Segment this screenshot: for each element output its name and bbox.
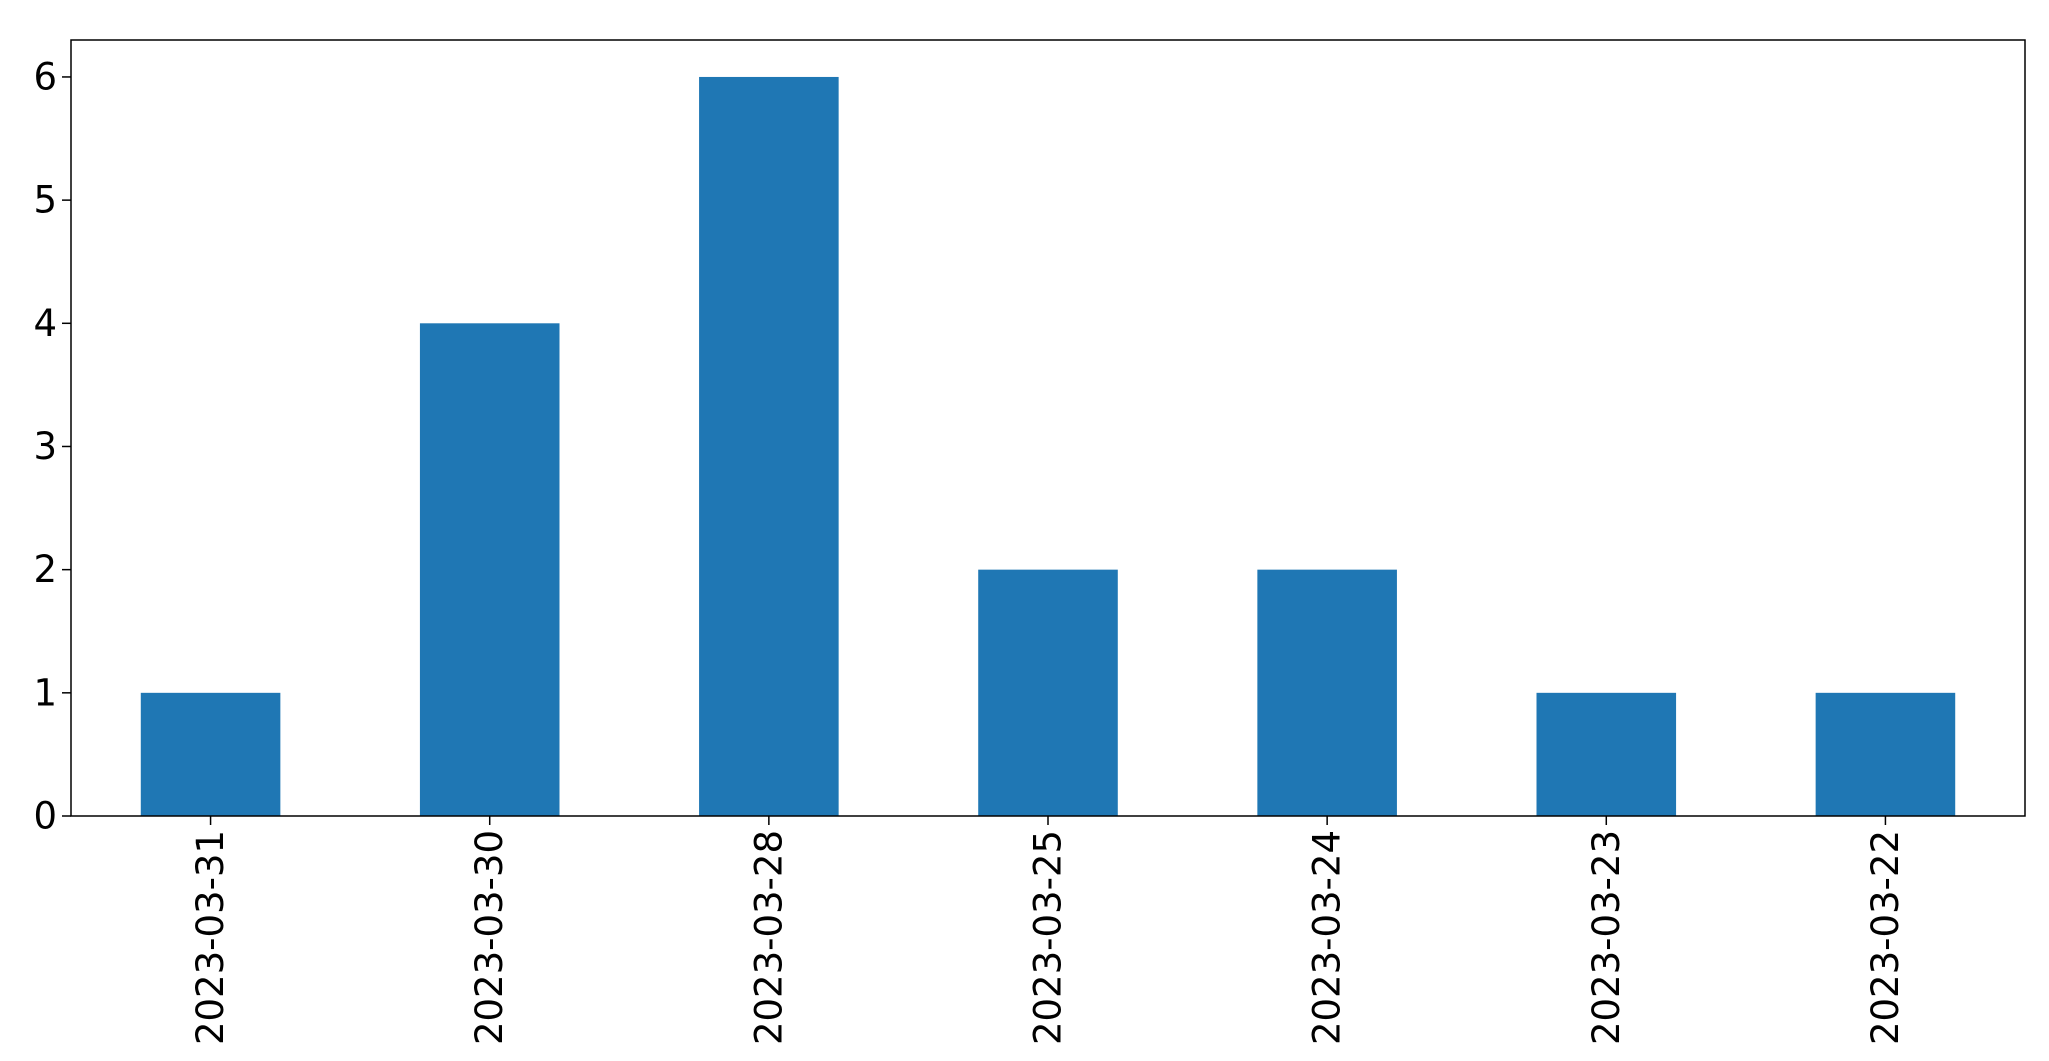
- x-tick-label: 2023-03-28: [747, 830, 790, 1045]
- y-tick-label: 4: [33, 302, 57, 345]
- bar-2023-03-25: [978, 569, 1118, 816]
- bar-2023-03-24: [1257, 569, 1397, 816]
- y-tick-label: 2: [33, 548, 57, 591]
- y-axis: 0 1 2 3 4 5 6: [33, 55, 71, 838]
- x-axis: 2023-03-31 2023-03-30 2023-03-28 2023-03-25…: [189, 816, 1907, 1045]
- y-tick-label: 5: [33, 179, 57, 222]
- x-tick-label: 2023-03-31: [189, 830, 232, 1045]
- y-tick-label: 3: [33, 425, 57, 468]
- x-tick-label: 2023-03-23: [1585, 830, 1628, 1045]
- bar-2023-03-31: [140, 692, 281, 816]
- bar-2023-03-30: [419, 323, 560, 816]
- y-tick-label: 1: [33, 671, 57, 714]
- x-tick-label: 2023-03-24: [1306, 830, 1349, 1045]
- bar-2023-03-23: [1536, 692, 1677, 816]
- y-tick-label: 0: [33, 795, 57, 838]
- bars-group: [140, 76, 1956, 816]
- x-tick-label: 2023-03-22: [1864, 830, 1907, 1045]
- x-tick-label: 2023-03-25: [1027, 830, 1070, 1045]
- y-tick-label: 6: [33, 55, 57, 98]
- bar-2023-03-22: [1815, 692, 1956, 816]
- bar-2023-03-28: [699, 76, 839, 816]
- plot-area-frame: [70, 39, 2026, 817]
- x-tick-label: 2023-03-30: [468, 830, 511, 1045]
